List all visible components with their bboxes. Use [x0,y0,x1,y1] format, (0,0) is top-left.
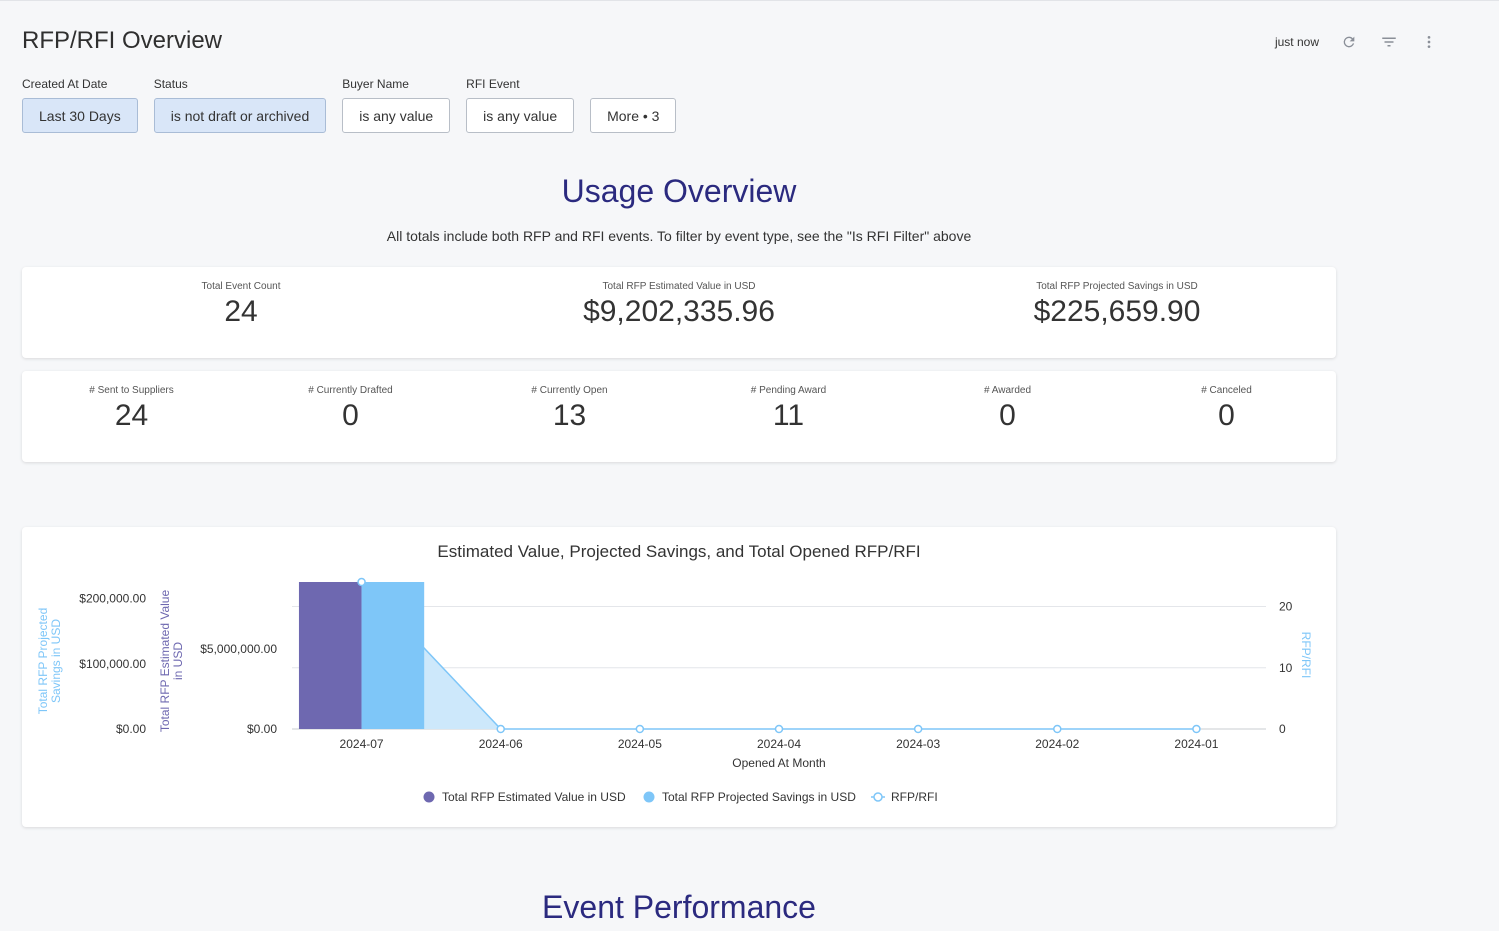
kpi-currently-open: # Currently Open 13 [460,371,679,462]
kpi-label: # Pending Award [750,385,827,396]
legend-label: Total RFP Projected Savings in USD [662,790,856,804]
y-count-tick-label: 10 [1279,661,1293,675]
legend-marker [873,792,883,802]
kpi-currently-drafted: # Currently Drafted 0 [241,371,460,462]
filter-rfi-event: RFI Event is any value [466,77,575,133]
x-tick-label: 2024-02 [1035,737,1079,751]
legend-marker [423,791,435,803]
point-rfp-rfi [1053,724,1062,734]
more-filters-button[interactable]: More • 3 [590,98,677,133]
kpi-label: Total Event Count [201,281,281,292]
filter-rfi-event-button[interactable]: is any value [466,98,575,133]
filter-label [590,77,676,91]
header-actions: just now [1275,31,1449,53]
event-performance-title: Event Performance [542,889,816,925]
filter-created-at-date: Created At Date Last 30 Days [22,77,138,133]
kpi-label: Total RFP Estimated Value in USD [602,281,756,292]
page-title: RFP/RFI Overview [22,27,223,54]
kpi-value: 24 [114,399,149,432]
area-fill-rfp-rfi [361,582,1197,729]
kpi-label: # Sent to Suppliers [89,385,174,396]
filter-icon[interactable] [1369,31,1409,53]
filter-label: RFI Event [466,77,520,91]
filter-status-button[interactable]: is not draft or archived [153,98,327,133]
x-tick-label: 2024-06 [479,737,523,751]
x-tick-label: 2024-03 [896,737,940,751]
kpi-value: 0 [999,399,1016,432]
y-axis-title-count: RFP/RFI [1299,632,1313,679]
usage-overview-subtitle: All totals include both RFP and RFI even… [386,228,972,244]
usage-overview-title: Usage Overview [561,173,797,209]
filter-bar: Created At Date Last 30 Days Status is n… [22,77,677,133]
series-line-rfp-rfi [361,581,1197,730]
x-tick-label: 2024-05 [618,737,662,751]
y-count-tick-label: 20 [1279,600,1293,614]
y-count-tick-label: 0 [1279,722,1286,736]
filter-more: More • 3 [590,77,677,133]
y-value-tick-label: $0.00 [247,722,277,736]
chart-title: Estimated Value, Projected Savings, and … [437,542,921,561]
chart-card: Estimated Value, Projected Savings, and … [22,527,1336,827]
y-axis-title-value: Total RFP Estimated Valuein USD [158,590,185,733]
y-savings-tick-label: $200,000.00 [79,592,146,606]
x-axis-label: Opened At Month [732,756,825,770]
point-rfp-rfi [913,724,923,734]
filter-label: Created At Date [22,77,108,91]
point-rfp-rfi [496,724,505,734]
kpi-label: Total RFP Projected Savings in USD [1036,281,1198,292]
filter-buyer-name-button[interactable]: is any value [342,98,451,133]
kpi-total-estimated-value: Total RFP Estimated Value in USD $9,202,… [460,267,898,358]
x-tick-label: 2024-07 [340,737,384,751]
combo-chart: 2024-07 2024-06 2024-05 2024-04 2024-03 2024-… [36,577,1313,804]
legend-marker [643,791,655,803]
point-rfp-rfi [357,577,366,587]
kpi-pending-award: # Pending Award 11 [679,371,898,462]
kpi-total-event-count: Total Event Count 24 [22,267,460,358]
y-axis-title-savings: Total RFP ProjectedSavings in USD [36,608,63,715]
legend-label: RFP/RFI [891,790,938,804]
status-card: # Sent to Suppliers 24 # Currently Draft… [22,371,1336,462]
point-rfp-rfi [1192,724,1201,734]
legend-label: Total RFP Estimated Value in USD [442,790,626,804]
point-rfp-rfi [635,724,645,734]
kpi-awarded: # Awarded 0 [898,371,1117,462]
filter-buyer-name: Buyer Name is any value [342,77,451,133]
x-tick-label: 2024-04 [757,737,801,751]
more-vert-icon[interactable] [1409,31,1449,53]
kpi-value: 24 [224,295,258,328]
kpi-sent-to-suppliers: # Sent to Suppliers 24 [22,371,241,462]
filter-created-at-date-button[interactable]: Last 30 Days [22,98,138,133]
bar-projected-savings [361,582,425,729]
kpi-value: 11 [772,399,805,432]
filter-label: Status [153,77,188,91]
refresh-icon[interactable] [1329,31,1369,53]
bar-estimated-value [298,582,362,729]
x-tick-label: 2024-01 [1174,737,1218,751]
kpi-canceled: # Canceled 0 [1117,371,1336,462]
kpi-label: # Canceled [1201,385,1252,396]
totals-card: Total Event Count 24 Total RFP Estimated… [22,267,1336,358]
kpi-value: 13 [552,399,587,432]
y-savings-tick-label: $0.00 [116,722,146,736]
filter-status: Status is not draft or archived [153,77,327,133]
filter-label: Buyer Name [342,77,409,91]
y-value-tick-label: $5,000,000.00 [200,642,277,656]
kpi-label: # Awarded [983,385,1032,396]
kpi-label: # Currently Drafted [308,385,393,396]
kpi-total-projected-savings: Total RFP Projected Savings in USD $225,… [898,267,1336,358]
kpi-value: 0 [342,399,359,432]
y-savings-tick-label: $100,000.00 [79,657,146,671]
kpi-value: 0 [1218,399,1235,432]
kpi-value: $9,202,335.96 [583,295,775,328]
kpi-value: $225,659.90 [1033,295,1201,328]
last-updated: just now [1274,35,1319,49]
point-rfp-rfi [774,724,784,734]
kpi-label: # Currently Open [531,385,608,396]
